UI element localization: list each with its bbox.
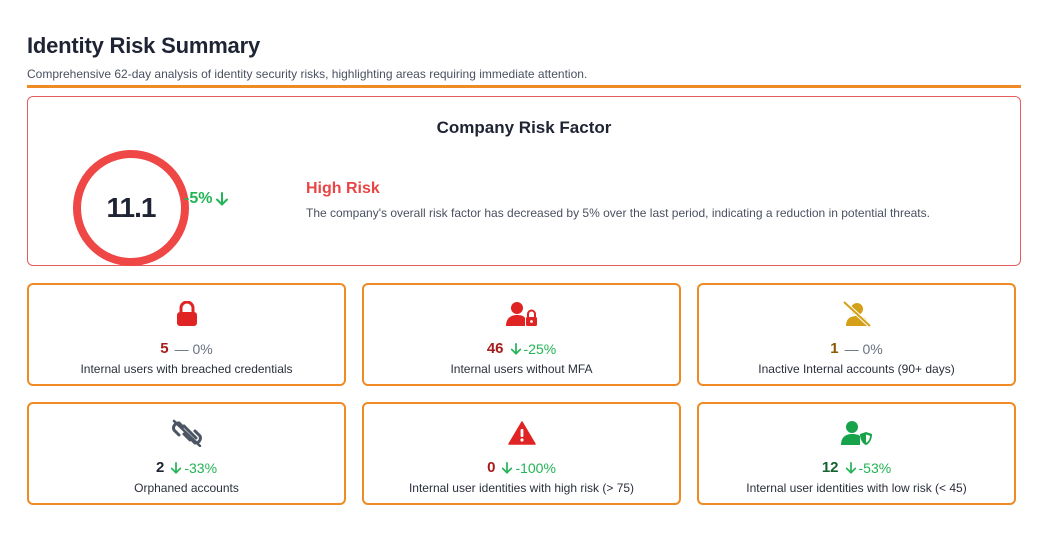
risk-description: The company's overall risk factor has de… xyxy=(306,206,930,220)
warning-icon xyxy=(364,418,679,448)
metric-card-low-risk[interactable]: 12 -53% Internal user identities with lo… xyxy=(697,402,1016,505)
metric-value: 2 xyxy=(155,459,165,476)
user-lock-icon xyxy=(364,299,679,329)
company-risk-factor-card: Company Risk Factor 11.1 -5% High Risk T… xyxy=(27,96,1021,266)
metric-value: 1 xyxy=(830,340,839,357)
arrow-down-icon xyxy=(216,192,229,206)
metric-stat: 0 -100% xyxy=(364,459,679,476)
metric-card-inactive-accounts[interactable]: 1 — 0% Inactive Internal accounts (90+ d… xyxy=(697,283,1016,386)
metric-change: -100% xyxy=(501,459,556,476)
user-slash-icon xyxy=(699,299,1014,329)
metric-change-value: -25% xyxy=(523,340,557,357)
metric-change-value: -53% xyxy=(858,459,892,476)
metric-value: 0 xyxy=(487,459,496,476)
risk-gauge: 11.1 xyxy=(73,150,189,266)
risk-factor-title: Company Risk Factor xyxy=(436,118,612,137)
metric-value: 46 xyxy=(486,340,504,357)
metric-change: — 0% xyxy=(174,340,213,357)
risk-level-label: High Risk xyxy=(306,180,380,197)
metric-change: -25% xyxy=(510,340,557,357)
metric-label: Inactive Internal accounts (90+ days) xyxy=(758,362,955,376)
arrow-down-icon xyxy=(171,461,182,474)
metric-change-value: -100% xyxy=(515,459,556,476)
metric-card-breached-credentials[interactable]: 5 — 0% Internal users with breached cred… xyxy=(27,283,346,386)
metric-label: Internal user identities with low risk (… xyxy=(746,481,967,495)
metric-label: Orphaned accounts xyxy=(134,481,239,495)
header-divider xyxy=(27,85,1021,88)
metric-change: -33% xyxy=(170,460,217,476)
metric-change: -53% xyxy=(845,459,892,476)
arrow-down-icon xyxy=(845,461,856,474)
metric-change-value: -33% xyxy=(184,459,218,476)
metric-card-high-risk[interactable]: 0 -100% Internal user identities with hi… xyxy=(362,402,681,505)
page-subtitle: Comprehensive 62-day analysis of identit… xyxy=(27,67,588,81)
metric-card-no-mfa[interactable]: 46 -25% Internal users without MFA xyxy=(362,283,681,386)
arrow-down-icon xyxy=(510,342,521,355)
metric-value: 5 xyxy=(160,340,169,357)
metric-change: — 0% xyxy=(844,340,883,357)
metric-label: Internal users with breached credentials xyxy=(80,362,293,376)
arrow-down-icon xyxy=(502,461,513,474)
metric-stat: 12 -53% xyxy=(699,459,1014,476)
metric-label: Internal user identities with high risk … xyxy=(408,481,635,495)
metric-value: 12 xyxy=(821,459,839,476)
metric-stat: 5 — 0% xyxy=(29,340,344,357)
metric-stat: 46 -25% xyxy=(364,340,679,357)
metric-stat: 2 -33% xyxy=(29,459,344,476)
broken-link-icon xyxy=(29,418,344,448)
lock-icon xyxy=(29,299,344,329)
user-shield-icon xyxy=(699,418,1014,448)
metric-label: Internal users without MFA xyxy=(450,362,593,376)
metric-stat: 1 — 0% xyxy=(699,340,1014,357)
risk-factor-value: 11.1 xyxy=(106,192,157,223)
metric-card-orphaned-accounts[interactable]: 2 -33% Orphaned accounts xyxy=(27,402,346,505)
risk-factor-change: -5% xyxy=(184,190,229,208)
risk-change-value: -5% xyxy=(184,190,213,207)
page-title: Identity Risk Summary xyxy=(27,33,260,58)
